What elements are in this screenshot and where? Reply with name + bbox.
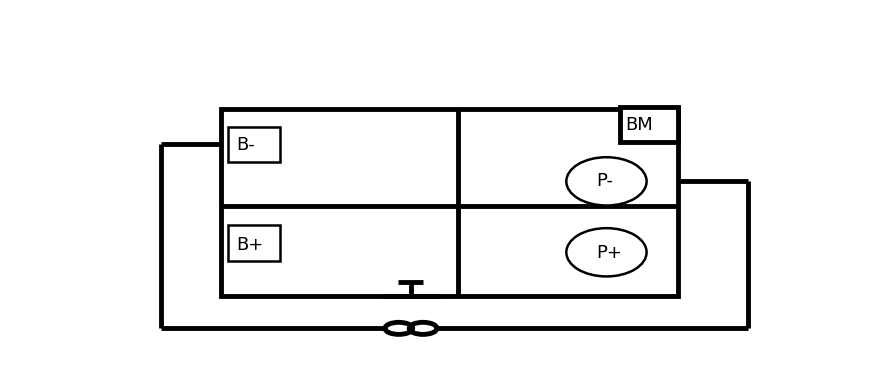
Bar (621, 107, 678, 142)
Ellipse shape (566, 228, 647, 276)
Bar (228, 127, 280, 162)
Bar (228, 225, 280, 261)
Text: BM: BM (625, 116, 653, 134)
Bar (221, 109, 678, 296)
Circle shape (388, 324, 409, 333)
Text: B+: B+ (236, 236, 263, 254)
Text: P+: P+ (597, 244, 622, 262)
Text: P-: P- (597, 172, 613, 191)
Text: B-: B- (236, 136, 255, 154)
Ellipse shape (566, 157, 647, 205)
Circle shape (413, 324, 433, 333)
